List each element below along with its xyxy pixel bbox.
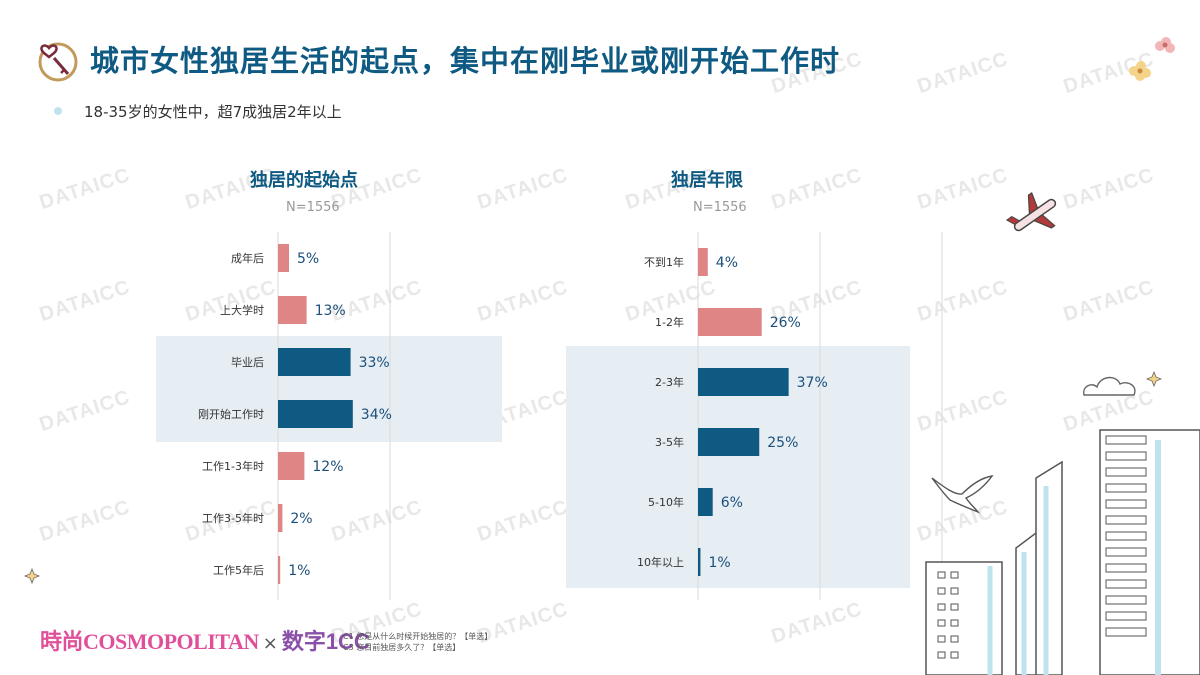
- airplane-icon: [1005, 191, 1057, 232]
- value-label: 34%: [361, 407, 392, 423]
- footnotes: C1 您是从什么时候开始独居的？【单选】 C3 您目前独居多久了？【单选】: [343, 631, 492, 653]
- value-label: 2%: [290, 511, 312, 527]
- category-label: 工作5年后: [213, 563, 264, 577]
- value-label: 33%: [359, 355, 390, 371]
- subtitle: 18-35岁的女性中，超7成独居2年以上: [84, 103, 342, 121]
- category-label: 上大学时: [220, 303, 264, 317]
- bar: [278, 348, 351, 376]
- value-label: 13%: [315, 303, 346, 319]
- flower-icon: [1129, 61, 1151, 81]
- page-title: 城市女性独居生活的起点，集中在刚毕业或刚开始工作时: [90, 44, 841, 78]
- category-label: 工作3-5年时: [202, 511, 264, 525]
- category-label: 3-5年: [655, 435, 684, 449]
- building-icon: [1035, 460, 1063, 675]
- value-label: 12%: [312, 459, 343, 475]
- bar: [278, 244, 289, 272]
- chart-2-title: 独居年限: [671, 170, 743, 191]
- footnote-line: C3 您目前独居多久了？【单选】: [343, 643, 461, 652]
- bar: [698, 428, 760, 456]
- bird-icon: [931, 475, 994, 514]
- building-icon: [1099, 429, 1200, 675]
- chart-2-n-label: N=1556: [693, 200, 747, 215]
- value-label: 1%: [288, 563, 310, 579]
- bar: [278, 504, 283, 532]
- category-label: 刚开始工作时: [198, 407, 264, 421]
- value-label: 5%: [297, 251, 319, 267]
- value-label: 26%: [770, 315, 801, 331]
- bar: [698, 368, 789, 396]
- bar: [278, 556, 281, 584]
- bar: [278, 400, 353, 428]
- category-label: 毕业后: [231, 356, 264, 369]
- category-label: 5-10年: [648, 495, 684, 509]
- partner-logo: 数字1CC: [281, 629, 370, 654]
- building-icon: [925, 561, 1003, 675]
- brand-logos: 時尚COSMOPOLITAN × 数字1CC: [40, 624, 370, 656]
- flower-icon: [1155, 37, 1175, 53]
- bullet-dot: [54, 107, 62, 115]
- category-label: 不到1年: [644, 255, 684, 269]
- value-label: 1%: [708, 555, 730, 571]
- value-label: 37%: [797, 375, 828, 391]
- category-label: 成年后: [231, 251, 264, 265]
- sparkle-icon: [23, 567, 41, 585]
- category-label: 10年以上: [637, 555, 684, 569]
- bar: [278, 452, 305, 480]
- bar: [698, 488, 713, 516]
- chart-1-title: 独居的起始点: [250, 170, 358, 191]
- bar: [278, 296, 307, 324]
- cosmopolitan-logo: 時尚COSMOPOLITAN: [40, 629, 259, 654]
- bar: [698, 308, 762, 336]
- sparkle-icon: [1145, 370, 1163, 388]
- category-label: 工作1-3年时: [202, 459, 264, 473]
- value-label: 6%: [721, 495, 743, 511]
- category-label: 1-2年: [655, 315, 684, 329]
- logo-separator: ×: [262, 633, 278, 654]
- category-label: 2-3年: [655, 375, 684, 389]
- footnote-line: C1 您是从什么时候开始独居的？【单选】: [343, 632, 493, 641]
- value-label: 25%: [767, 435, 798, 451]
- cloud-icon: [1083, 376, 1136, 396]
- key-heart-logo-icon: [38, 42, 78, 82]
- bar: [698, 548, 701, 576]
- value-label: 4%: [716, 255, 738, 271]
- bar: [698, 248, 708, 276]
- chart-1-n-label: N=1556: [286, 200, 340, 215]
